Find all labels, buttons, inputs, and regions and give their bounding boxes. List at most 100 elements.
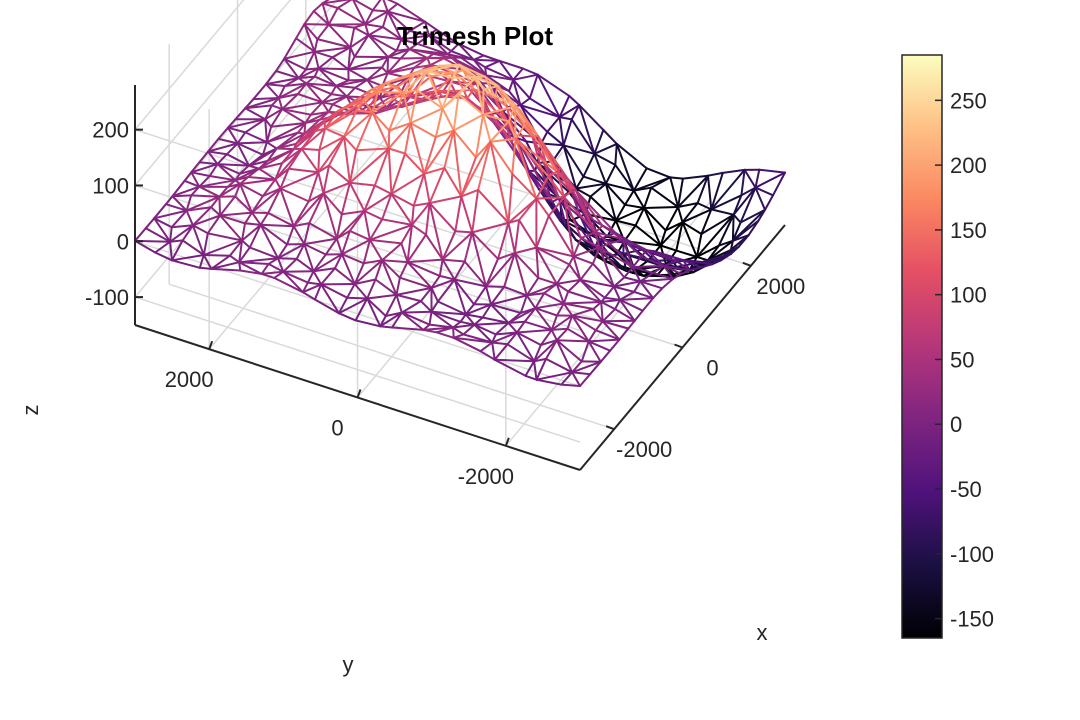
mesh-edge (675, 221, 684, 252)
mesh-edge (681, 174, 709, 180)
mesh-edge (464, 313, 484, 319)
mesh-edge (411, 202, 431, 226)
mesh-edge (732, 194, 743, 216)
mesh-edge (460, 140, 492, 198)
mesh-edge (717, 213, 735, 247)
mesh-edge (364, 9, 374, 26)
mesh-edge (244, 222, 262, 226)
mesh-edge (507, 221, 516, 255)
mesh-edge (153, 217, 172, 243)
mesh-edge (645, 249, 665, 267)
mesh-edge (596, 231, 617, 241)
mesh-edge (555, 339, 583, 363)
mesh-edge (335, 229, 351, 240)
mesh-edge (710, 194, 743, 211)
mesh-edge (453, 278, 487, 288)
mesh-edge (300, 127, 327, 150)
mesh-edge (550, 327, 569, 331)
mesh-edge (331, 56, 350, 71)
mesh-edge (602, 129, 618, 145)
mesh-edge (507, 320, 526, 324)
mesh-edge (321, 2, 339, 9)
mesh-edge (462, 323, 476, 336)
mesh-edge (639, 280, 664, 290)
mesh-edge (598, 242, 611, 249)
mesh-edge (170, 224, 194, 229)
mesh-edge (442, 80, 451, 92)
mesh-edge (677, 174, 709, 208)
mesh-edge (740, 168, 746, 197)
mesh-edge (428, 310, 433, 326)
mesh-edge (441, 258, 466, 263)
mesh-edge (587, 329, 597, 343)
mesh-edge (244, 211, 253, 225)
mesh-edge (234, 183, 242, 198)
mesh-edge (202, 254, 213, 270)
mesh-edge (506, 331, 518, 346)
mesh-edge (348, 149, 358, 184)
mesh-edge (596, 239, 625, 255)
mesh-edge (336, 0, 353, 9)
colorbar-tick-label: 250 (950, 88, 987, 113)
mesh-edge (484, 59, 501, 69)
mesh-edge (474, 113, 485, 159)
mesh-edge (555, 327, 569, 342)
mesh-edge (283, 82, 308, 87)
mesh-edge (171, 179, 186, 198)
mesh-edge (571, 360, 602, 374)
mesh-edge (282, 270, 315, 273)
mesh-edge (281, 93, 299, 111)
mesh-edge (401, 98, 421, 107)
mesh-edge (386, 10, 426, 23)
mesh-edge (364, 23, 384, 28)
mesh-edge (514, 105, 527, 125)
mesh-edge (413, 57, 429, 69)
mesh-edge (257, 148, 295, 170)
mesh-edge (333, 267, 356, 285)
mesh-edge (216, 163, 237, 182)
mesh-edge (730, 245, 740, 255)
mesh-edge (494, 321, 510, 336)
mesh-edge (614, 163, 635, 192)
mesh-edge (519, 104, 561, 119)
mesh-edge (448, 80, 469, 88)
mesh-edge (738, 234, 750, 248)
mesh-edge (482, 85, 499, 91)
mesh-edge (381, 242, 403, 262)
mesh-edge (227, 126, 239, 145)
mesh-edge (463, 89, 469, 100)
mesh-edge (368, 218, 384, 241)
mesh-edge (303, 122, 307, 135)
mesh-edge (238, 239, 243, 264)
mesh-edge (732, 213, 742, 224)
mesh-edge (371, 9, 389, 13)
mesh-edge (400, 310, 433, 314)
mesh-edge (473, 285, 487, 306)
mesh-edge (493, 343, 509, 361)
mesh-edge (560, 371, 574, 386)
mesh-edge (593, 152, 617, 166)
mesh-edge (198, 150, 210, 164)
mesh-edge (349, 26, 356, 49)
mesh-edge (320, 283, 340, 315)
mesh-edge (327, 7, 339, 26)
mesh-edge (406, 233, 427, 264)
mesh-edge (428, 34, 449, 56)
mesh-edge (343, 135, 358, 152)
mesh-edge (472, 58, 501, 62)
mesh-edge (399, 48, 411, 60)
mesh-edge (511, 137, 517, 175)
mesh-edge (210, 254, 231, 270)
mesh-edge (633, 280, 642, 293)
mesh-edge (185, 194, 193, 212)
mesh-edge (464, 303, 492, 316)
mesh-edge (279, 187, 310, 203)
mesh-edge (207, 142, 239, 153)
mesh-edge (400, 38, 411, 51)
mesh-edge (502, 117, 513, 144)
mesh-edge (390, 192, 415, 207)
mesh-edge (265, 141, 278, 150)
mesh-edge (400, 242, 409, 264)
mesh-edge (682, 259, 713, 266)
mesh-edge (265, 83, 280, 99)
